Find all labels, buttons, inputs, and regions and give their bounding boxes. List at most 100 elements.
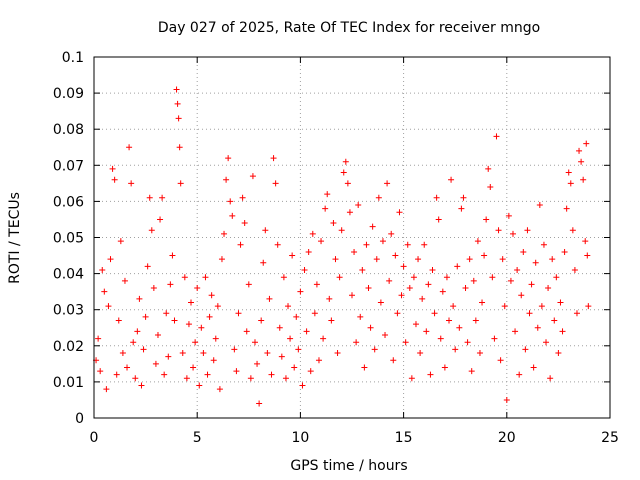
data-point [491, 335, 498, 342]
data-point [415, 256, 422, 263]
data-point [150, 285, 157, 292]
data-point [159, 194, 166, 201]
data-point [334, 350, 341, 357]
data-point [154, 331, 161, 338]
data-point [373, 256, 380, 263]
data-point [371, 346, 378, 353]
data-point [571, 266, 578, 273]
data-point [466, 256, 473, 263]
data-point [423, 328, 430, 335]
data-point [315, 357, 322, 364]
data-point [328, 317, 335, 324]
data-point [458, 205, 465, 212]
data-point [130, 339, 137, 346]
data-point [388, 230, 395, 237]
data-point [353, 339, 360, 346]
data-point [573, 310, 580, 317]
data-point [208, 292, 215, 299]
data-point [126, 144, 133, 151]
data-point [481, 252, 488, 259]
data-point [400, 263, 407, 270]
data-point [538, 303, 545, 310]
data-point [551, 317, 558, 324]
data-point [439, 288, 446, 295]
data-point [322, 205, 329, 212]
data-point [583, 140, 590, 147]
data-point [282, 375, 289, 382]
data-point [512, 328, 519, 335]
data-point [448, 176, 455, 183]
data-point [344, 180, 351, 187]
data-point [540, 241, 547, 248]
y-tick-label: 0.1 [62, 50, 84, 66]
chart-title: Day 027 of 2025, Rate Of TEC Index for r… [158, 20, 540, 36]
data-point [514, 266, 521, 273]
data-point [124, 364, 131, 371]
data-point [204, 371, 211, 378]
grid [94, 57, 610, 418]
data-point [239, 194, 246, 201]
data-point [584, 252, 591, 259]
data-point [462, 285, 469, 292]
data-point [134, 328, 141, 335]
data-point [174, 100, 181, 107]
data-point [173, 86, 180, 93]
data-point [518, 292, 525, 299]
data-point [202, 274, 209, 281]
data-point [474, 238, 481, 245]
data-point [262, 227, 269, 234]
data-point [101, 288, 108, 295]
data-point [524, 227, 531, 234]
y-tick-label: 0.03 [53, 303, 84, 319]
y-tick-label: 0.02 [53, 339, 84, 355]
data-point [582, 238, 589, 245]
data-point [313, 281, 320, 288]
data-point [190, 364, 197, 371]
data-point [256, 400, 263, 407]
data-point [520, 248, 527, 255]
data-point [293, 313, 300, 320]
data-point [567, 180, 574, 187]
data-point [495, 227, 502, 234]
data-point [408, 375, 415, 382]
data-point [507, 277, 514, 284]
data-point [555, 350, 562, 357]
data-point [303, 328, 310, 335]
data-point [138, 382, 145, 389]
y-tick-label: 0.08 [53, 122, 84, 138]
data-point [330, 220, 337, 227]
data-point [526, 310, 533, 317]
data-point [175, 115, 182, 122]
x-tick-label: 10 [291, 430, 309, 446]
data-point [340, 169, 347, 176]
x-tick-label: 20 [498, 430, 516, 446]
data-point [487, 183, 494, 190]
data-point [359, 266, 366, 273]
y-tick-label: 0.09 [53, 86, 84, 102]
data-point [379, 238, 386, 245]
data-point [237, 241, 244, 248]
data-point [406, 285, 413, 292]
data-point [157, 216, 164, 223]
data-point [278, 353, 285, 360]
data-point [165, 353, 172, 360]
data-point [192, 339, 199, 346]
data-point [268, 371, 275, 378]
data-point [307, 368, 314, 375]
data-point [454, 263, 461, 270]
data-point [419, 295, 426, 302]
data-point [249, 173, 256, 180]
y-tick-label: 0.04 [53, 267, 84, 283]
data-point [338, 227, 345, 234]
data-point [479, 299, 486, 306]
data-point [301, 266, 308, 273]
x-tick-label: 15 [395, 430, 413, 446]
data-point [258, 317, 265, 324]
data-point [530, 364, 537, 371]
data-point [569, 227, 576, 234]
data-point [545, 285, 552, 292]
data-point [144, 263, 151, 270]
data-point [576, 147, 583, 154]
data-point [547, 375, 554, 382]
